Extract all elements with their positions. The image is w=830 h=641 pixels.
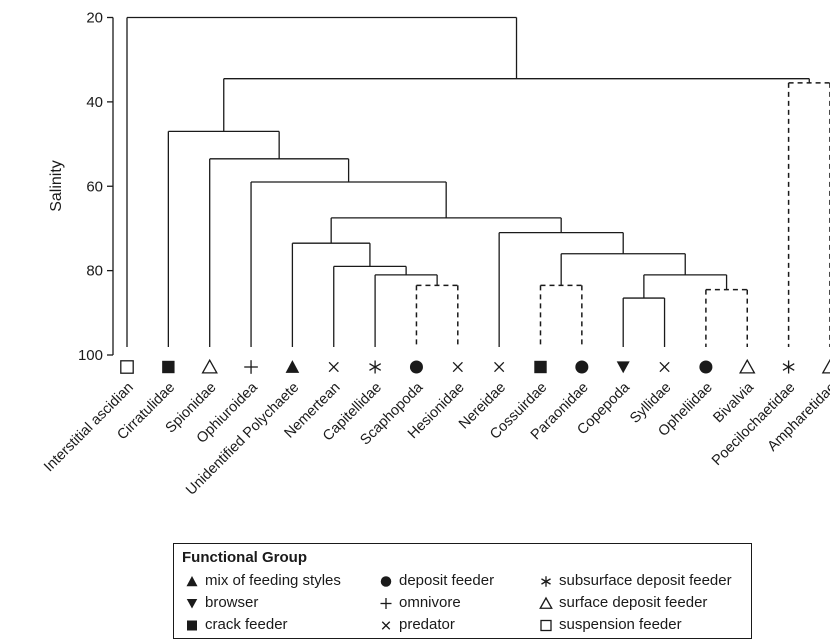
- surface-legend-icon: [539, 596, 553, 609]
- legend-label: crack feeder: [205, 616, 288, 633]
- legend: Functional Group mix of feeding styles br…: [173, 543, 752, 639]
- y-tick-label: 60: [86, 178, 103, 195]
- suspension-legend-icon: [540, 619, 552, 631]
- predator-symbol: [381, 620, 391, 630]
- legend-item-omnivore: omnivore: [378, 594, 461, 611]
- legend-item-subsurface: subsurface deposit feeder: [538, 572, 732, 589]
- legend-label: suspension feeder: [559, 616, 682, 633]
- predator-symbol: [659, 361, 670, 373]
- mix-symbol: [186, 575, 198, 586]
- y-tick-label: 40: [86, 94, 103, 111]
- browser-legend-icon: [186, 598, 198, 608]
- deposit-symbol: [575, 360, 589, 374]
- y-tick-label: 80: [86, 263, 103, 280]
- browser-symbol: [186, 598, 198, 608]
- subsurface-legend-icon: [541, 575, 551, 587]
- surface-symbol: [739, 358, 756, 374]
- subsurface-symbol: [782, 360, 795, 374]
- predator-symbol: [494, 361, 505, 373]
- subsurface-symbol: [369, 360, 382, 374]
- deposit-symbol: [699, 360, 713, 374]
- taxon-symbols: [120, 358, 830, 374]
- crack-symbol: [187, 620, 197, 630]
- predator-symbol: [452, 361, 463, 373]
- crack-symbol: [534, 360, 547, 374]
- deposit-legend-icon: [380, 575, 392, 587]
- legend-item-predator: predator: [378, 616, 455, 633]
- omnivore-legend-icon: [380, 597, 392, 609]
- suspension-symbol: [540, 619, 552, 631]
- legend-item-mix: mix of feeding styles: [184, 572, 341, 589]
- crack-legend-icon: [187, 620, 197, 630]
- legend-label: browser: [205, 594, 259, 611]
- salinity-axis: Salinity 20 40 60 80 100: [48, 10, 114, 364]
- surface-symbol: [539, 596, 553, 609]
- legend-label: predator: [399, 616, 455, 633]
- omnivore-symbol: [380, 597, 392, 609]
- mix-symbol: [285, 360, 300, 373]
- legend-label: mix of feeding styles: [205, 572, 341, 589]
- legend-label: omnivore: [399, 594, 461, 611]
- legend-title: Functional Group: [182, 549, 307, 566]
- taxon-labels: Interstitial ascidianCirratulidaeSpionid…: [41, 379, 830, 499]
- deposit-symbol: [380, 575, 392, 587]
- subsurface-symbol: [541, 575, 551, 587]
- crack-symbol: [162, 360, 175, 374]
- browser-symbol: [616, 361, 630, 374]
- omnivore-symbol: [244, 360, 258, 374]
- y-axis-title: Salinity: [48, 160, 65, 212]
- legend-label: deposit feeder: [399, 572, 495, 589]
- legend-item-browser: browser: [184, 594, 258, 611]
- predator-symbol: [328, 361, 339, 373]
- legend-label: surface deposit feeder: [559, 594, 708, 611]
- legend-item-crack: crack feeder: [184, 616, 288, 633]
- legend-label: subsurface deposit feeder: [559, 572, 732, 589]
- mix-legend-icon: [186, 575, 198, 586]
- legend-item-surface: surface deposit feeder: [538, 594, 707, 611]
- y-tick-label: 20: [86, 10, 103, 27]
- surface-symbol: [201, 358, 218, 374]
- deposit-symbol: [409, 360, 423, 374]
- y-tick-label: 100: [78, 347, 103, 364]
- dendrogram-branches: [126, 16, 830, 347]
- legend-item-deposit: deposit feeder: [378, 572, 494, 589]
- suspension-symbol: [120, 360, 134, 374]
- predator-legend-icon: [381, 620, 391, 630]
- surface-symbol: [821, 358, 830, 374]
- legend-item-suspension: suspension feeder: [538, 616, 682, 633]
